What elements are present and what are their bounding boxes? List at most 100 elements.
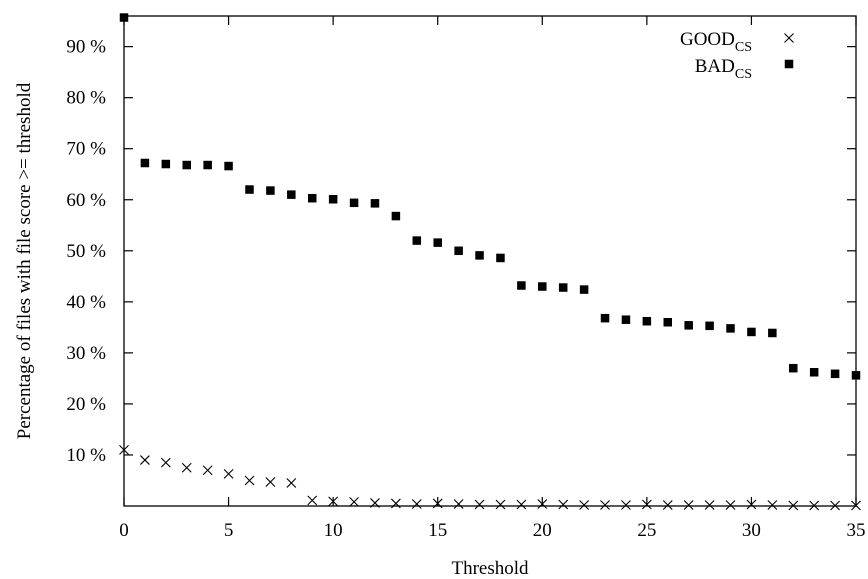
bad-cs-point [266, 186, 275, 195]
bad-cs-point [328, 194, 338, 204]
bad-cs-point [851, 371, 861, 380]
good-cs-point [600, 500, 610, 510]
cross-stroke [223, 468, 234, 479]
good-cs-point [662, 500, 673, 510]
legend-marker-bad [784, 59, 794, 69]
bad-cs-point [726, 324, 735, 333]
bad-cs-point [768, 328, 777, 338]
good-cs-point [453, 499, 464, 509]
good-cs-point [160, 457, 171, 468]
good-cs-point [432, 498, 443, 509]
good-cs-point [328, 496, 339, 507]
bad-cs-point [140, 158, 150, 168]
cross-stroke [328, 496, 339, 507]
good-cs-point [265, 477, 276, 487]
plot-frame [123, 15, 857, 507]
bad-cs-point [224, 161, 233, 171]
bad-cs-point [182, 160, 191, 170]
x-axis-title: Threshold [451, 558, 529, 579]
y-tick-label: 70 % [66, 139, 106, 160]
good-cs-point [767, 500, 778, 510]
cross-stroke [181, 462, 192, 473]
y-axis-title: Percentage of files with file score >= t… [14, 82, 35, 439]
bad-cs-point [830, 369, 840, 379]
y-tick-label: 30 % [66, 343, 106, 364]
bad-cs-series [119, 13, 861, 380]
cross-stroke [641, 499, 652, 510]
cross-stroke [851, 500, 861, 511]
x-tick-label: 30 [742, 520, 761, 541]
legend-marker-good [784, 33, 794, 43]
good-cs-point [621, 500, 631, 510]
cross-stroke [495, 499, 506, 510]
good-cs-point [181, 462, 192, 473]
x-tick-label: 5 [224, 520, 234, 541]
good-cs-point [746, 499, 757, 510]
good-cs-point [641, 499, 652, 510]
cross-stroke [474, 499, 485, 510]
bad-cs-point [349, 198, 359, 208]
bad-cs-point [663, 318, 673, 327]
cross-stroke [830, 500, 840, 511]
cross-stroke [286, 478, 297, 488]
bad-cs-point [391, 211, 401, 221]
bad-cs-point [475, 251, 484, 260]
cross-stroke [788, 500, 799, 511]
cross-stroke [370, 498, 380, 508]
good-cs-point [683, 500, 694, 510]
good-cs-point [119, 444, 129, 455]
cross-stroke [411, 499, 422, 509]
legend-label-good: GOODCS [680, 29, 752, 55]
bad-cs-point [579, 285, 589, 294]
bad-cs-point [809, 368, 819, 377]
cross-stroke [537, 499, 548, 509]
legend-label-bad: BADCS [695, 56, 752, 82]
cross-stroke [244, 475, 255, 486]
good-cs-point [725, 500, 736, 510]
good-cs-point [516, 499, 527, 510]
cross-stroke [307, 495, 318, 506]
bad-cs-point [496, 253, 505, 263]
cross-stroke [683, 500, 694, 510]
good-cs-point [307, 495, 318, 506]
bad-cs-point [161, 159, 171, 169]
bad-cs-point [412, 236, 422, 245]
bad-cs-point [203, 160, 212, 170]
cross-stroke [119, 444, 129, 455]
cross-stroke [621, 500, 631, 510]
cross-stroke [390, 498, 401, 509]
cross-stroke [809, 500, 820, 511]
cross-stroke [265, 477, 276, 487]
good-cs-point [830, 500, 840, 511]
bad-cs-point [642, 316, 652, 326]
bad-cs-point [600, 313, 610, 323]
cross-stroke [349, 497, 359, 507]
good-cs-point [202, 465, 213, 476]
y-axis-ticks: 10 % 20 % 30 % 40 % 50 % 60 % 70 % 80 % 90 % [66, 37, 856, 466]
good-cs-point [788, 500, 799, 511]
good-cs-point [286, 478, 297, 488]
cross-stroke [704, 500, 715, 510]
cross-stroke [140, 455, 150, 465]
bad-cs-point [558, 283, 568, 292]
y-tick-label: 90 % [66, 37, 106, 58]
bad-cs-point [684, 321, 693, 330]
bad-cs-point [621, 315, 631, 324]
bad-cs-point [789, 363, 798, 373]
bad-cs-point [370, 199, 380, 208]
x-tick-label: 35 [847, 520, 866, 541]
cross-stroke [725, 500, 736, 510]
good-cs-point [495, 499, 506, 510]
cross-stroke [600, 500, 610, 510]
good-cs-point [579, 500, 590, 510]
cross-stroke [784, 33, 794, 43]
x-tick-label: 10 [324, 520, 343, 541]
cross-stroke [516, 499, 527, 510]
cross-stroke [767, 500, 778, 510]
good-cs-point [411, 499, 422, 509]
good-cs-series [119, 444, 861, 511]
cross-stroke [202, 465, 213, 476]
good-cs-point [809, 500, 820, 511]
y-tick-label: 10 % [66, 445, 106, 466]
